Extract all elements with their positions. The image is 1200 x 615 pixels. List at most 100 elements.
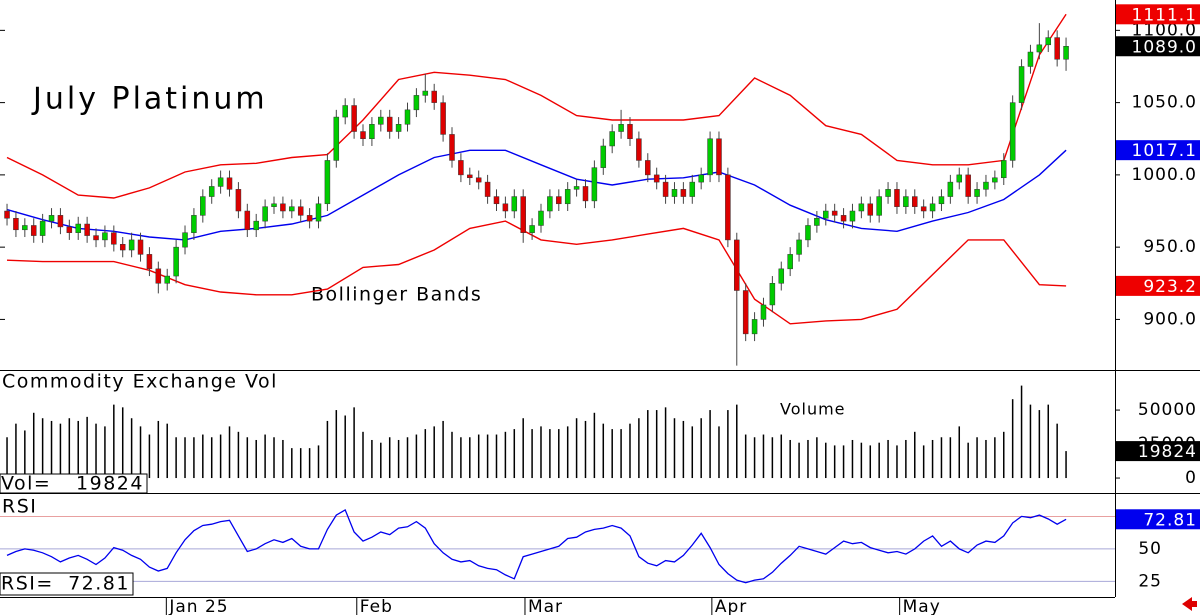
volume-bar (851, 439, 854, 479)
candle-body (262, 206, 268, 222)
volume-bar (771, 437, 774, 479)
last-value-box (1116, 4, 1200, 25)
candle-body (645, 160, 651, 176)
candle-body (1009, 102, 1016, 161)
candle-body (591, 167, 598, 202)
volume-bar (317, 445, 320, 479)
last-value-box (1116, 441, 1200, 462)
volume-bar (139, 426, 142, 479)
candle-body (796, 239, 802, 255)
candle-body (164, 275, 170, 284)
candle-body (778, 268, 785, 284)
candle-body (467, 174, 473, 179)
volume-bar (1047, 404, 1050, 479)
volume-bar (736, 404, 738, 479)
volume-bar (202, 434, 204, 479)
y-tick-label: 1000.0 (1132, 165, 1197, 185)
candle-body (13, 217, 19, 231)
volume-bar (50, 420, 53, 479)
candle-body (573, 186, 580, 190)
volume-bar (1029, 404, 1032, 479)
volume-bar (575, 418, 578, 479)
volume-bar (753, 437, 756, 479)
volume-bar (522, 418, 524, 479)
candle-body (653, 174, 660, 183)
x-tick-label: Mar (528, 597, 563, 615)
volume-bar (15, 423, 17, 479)
candle-body (119, 244, 126, 251)
candle-body (947, 181, 954, 197)
x-tick-label: Feb (360, 597, 393, 615)
candle-body (458, 160, 464, 176)
volume-bar (558, 429, 560, 479)
candle-body (57, 215, 64, 228)
candle-body (956, 174, 963, 183)
candle-body (618, 124, 624, 132)
candle-body (475, 177, 482, 183)
y-tick-label: 25 (1138, 571, 1162, 591)
readout-box (0, 572, 134, 596)
candle-body (449, 134, 455, 161)
volume-bar (273, 437, 275, 479)
volume-bar (922, 445, 925, 479)
candle-body (102, 232, 108, 241)
y-tick-label: 50 (1138, 539, 1162, 559)
candle-body (556, 196, 562, 205)
candle-body (208, 186, 215, 197)
volume-bar (193, 437, 195, 479)
candle-body (22, 225, 28, 231)
candle-body (369, 124, 375, 139)
candle-body (858, 203, 865, 212)
annotation: Bollinger Bands (311, 284, 482, 306)
candle-body (680, 189, 687, 197)
volume-bar (371, 439, 373, 479)
candle-body (582, 186, 589, 202)
candle-body (137, 239, 144, 255)
volume-bar (460, 437, 462, 479)
volume-bar (682, 420, 685, 479)
candle-body (182, 232, 188, 248)
volume-bar (86, 416, 88, 479)
volume-bar (353, 407, 355, 479)
candle-body (244, 210, 251, 231)
candle-body (200, 196, 206, 216)
candle-body (876, 196, 882, 216)
volume-bar (59, 423, 62, 479)
last-value-label: 72.81 (1143, 510, 1197, 530)
volume-bar (130, 418, 133, 479)
candle-body (698, 174, 704, 183)
x-tick-label: Apr (715, 597, 747, 615)
volume-bar (264, 434, 266, 479)
volume-bar (593, 412, 596, 479)
volume-bar (647, 410, 649, 479)
volume-bar (442, 420, 444, 479)
candle-body (1001, 160, 1007, 179)
candle-body (306, 215, 313, 222)
last-value-box (1116, 275, 1200, 296)
candle-body (867, 203, 874, 216)
volume-bar (540, 426, 542, 479)
candle-body (48, 215, 55, 222)
candle-body (155, 268, 162, 284)
scroll-arrow[interactable] (1182, 597, 1197, 611)
candle-body (929, 203, 936, 212)
volume-bar (6, 437, 8, 479)
candle-body (734, 239, 740, 291)
candle-body (538, 210, 544, 226)
volume-bar (549, 429, 551, 479)
volume-bar (77, 420, 79, 479)
candle-body (66, 226, 73, 233)
volume-bar (718, 426, 720, 479)
volume-bar (451, 431, 453, 479)
candle-body (564, 189, 571, 205)
bollinger-band (6, 149, 1067, 241)
rsi-line (6, 508, 1067, 584)
volume-bar (237, 431, 240, 479)
volume-bar (940, 437, 943, 479)
volume-bar (744, 434, 747, 479)
candle-body (992, 177, 998, 183)
volume-bar (504, 431, 507, 479)
candle-body (440, 102, 446, 135)
candle-body (253, 220, 259, 231)
